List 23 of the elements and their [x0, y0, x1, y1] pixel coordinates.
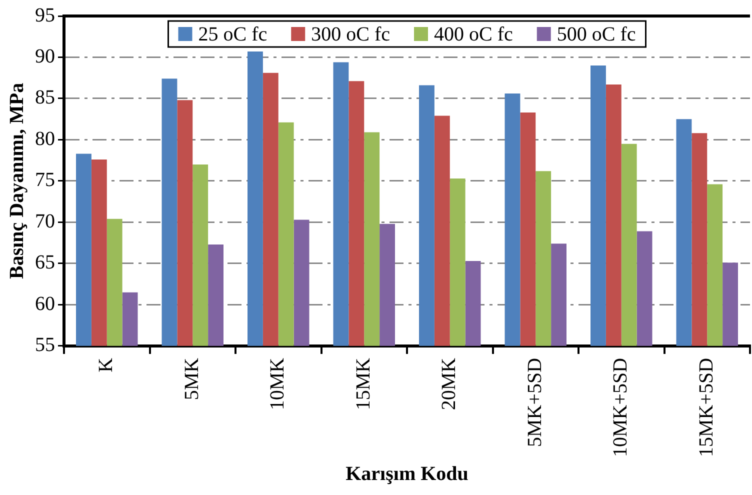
- y-axis-title: Basınç Dayanımı, MPa: [6, 82, 28, 280]
- y-tick-label: 85: [35, 86, 55, 109]
- x-tick-label: 5MK: [180, 357, 203, 400]
- y-tick-label: 75: [35, 169, 55, 192]
- y-tick-label: 70: [35, 210, 55, 232]
- x-axis-title: Karışım Kodu: [346, 463, 468, 486]
- legend-label: 500 oC fc: [556, 23, 636, 46]
- x-tick-label: 10MK: [266, 357, 289, 410]
- x-tick-label: 10MK+5SD: [610, 358, 632, 458]
- y-tick-label: 65: [35, 252, 55, 274]
- y-tick-label: 95: [35, 4, 55, 26]
- y-tick-label: 60: [35, 292, 55, 315]
- y-tick-label: 80: [35, 128, 55, 150]
- legend-label: 300 oC fc: [311, 23, 390, 46]
- x-tick-label: K: [95, 357, 118, 372]
- x-tick-label: 20MK: [438, 357, 460, 410]
- legend-label: 400 oC fc: [434, 23, 513, 46]
- x-tick-label: 5MK+5SD: [524, 358, 546, 448]
- x-tick-label: 15MK+5SD: [695, 358, 718, 458]
- legend-label: 25 oC fc: [198, 23, 268, 46]
- x-tick-label: 15MK: [352, 357, 374, 410]
- y-tick-label: 55: [35, 334, 55, 356]
- y-tick-label: 90: [35, 45, 55, 68]
